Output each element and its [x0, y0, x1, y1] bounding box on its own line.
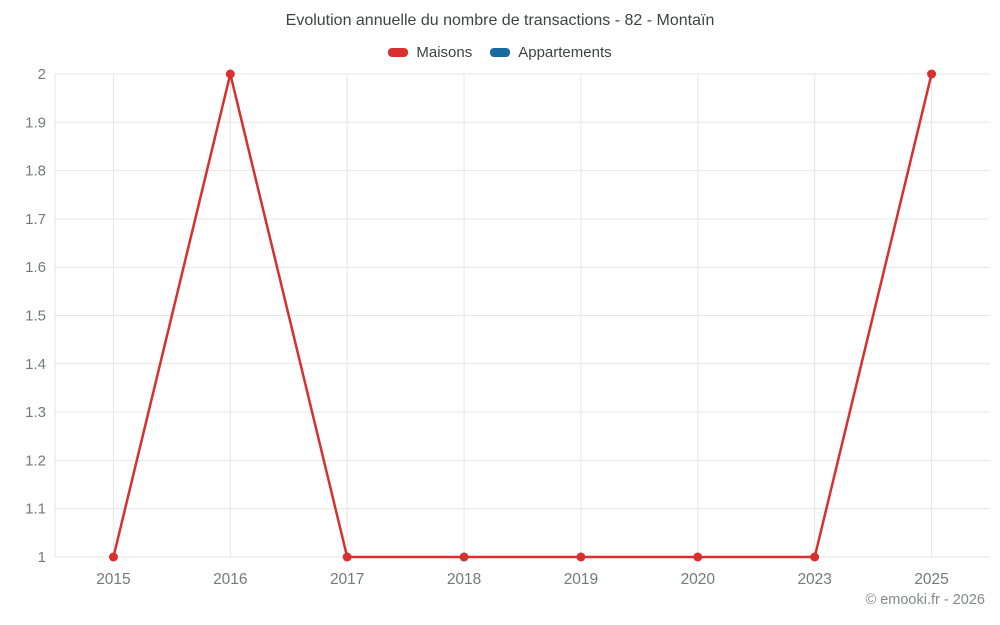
x-axis-tick-label: 2015 [96, 571, 130, 588]
legend-label-appartements: Appartements [518, 44, 612, 61]
data-point-marker[interactable] [108, 552, 118, 562]
legend-item-maisons[interactable]: Maisons [388, 44, 472, 61]
y-axis-tick-label: 1.3 [25, 404, 46, 421]
x-axis-tick-label: 2017 [330, 571, 364, 588]
data-point-marker[interactable] [810, 552, 820, 562]
y-axis-tick-label: 1.7 [25, 211, 46, 228]
x-axis-tick-label: 2019 [564, 571, 598, 588]
series-line-maisons [112, 72, 933, 559]
y-axis-tick-label: 1.2 [25, 452, 46, 469]
chart-legend: Maisons Appartements [0, 44, 1000, 61]
data-point-marker[interactable] [342, 552, 352, 562]
x-axis-tick-label: 2023 [797, 571, 831, 588]
data-point-marker[interactable] [225, 69, 235, 79]
legend-swatch-maisons-icon [388, 48, 409, 57]
y-axis-tick-label: 2 [38, 66, 46, 83]
y-axis-tick-label: 1.9 [25, 114, 46, 131]
data-point-marker[interactable] [693, 552, 703, 562]
legend-item-appartements[interactable]: Appartements [490, 44, 612, 61]
x-axis-tick-label: 2016 [213, 571, 247, 588]
y-axis-tick-label: 1.4 [25, 356, 46, 373]
data-point-marker[interactable] [576, 552, 586, 562]
legend-swatch-appartements-icon [490, 48, 511, 57]
copyright-credit: © emooki.fr - 2026 [865, 592, 985, 608]
x-axis-tick-label: 2025 [914, 571, 948, 588]
y-axis-tick-label: 1.8 [25, 163, 46, 180]
data-point-marker[interactable] [927, 69, 937, 79]
x-axis-tick-label: 2018 [447, 571, 481, 588]
legend-label-maisons: Maisons [416, 44, 473, 61]
y-axis-tick-label: 1.6 [25, 259, 46, 276]
y-axis-tick-label: 1.1 [25, 501, 46, 518]
data-point-marker[interactable] [459, 552, 469, 562]
page-title: Evolution annuelle du nombre de transact… [285, 12, 715, 29]
x-axis-tick-label: 2020 [681, 571, 716, 588]
y-axis-tick-label: 1 [38, 549, 46, 566]
y-axis-tick-label: 1.5 [25, 308, 46, 325]
